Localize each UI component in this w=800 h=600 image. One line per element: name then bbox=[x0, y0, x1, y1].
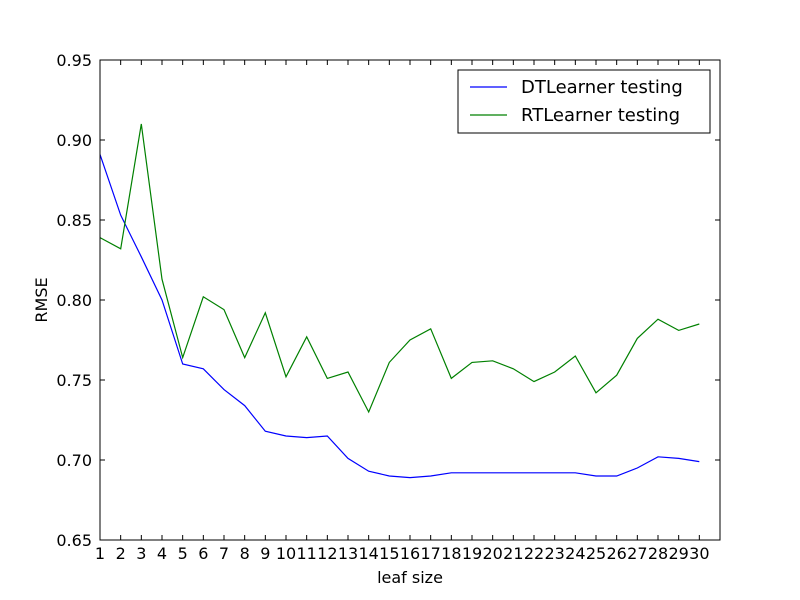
y-tick-label: 0.80 bbox=[56, 291, 92, 310]
x-tick-label: 13 bbox=[338, 544, 358, 563]
series-lines bbox=[99, 123, 700, 479]
y-tick-label: 0.85 bbox=[56, 211, 92, 230]
series-line-rtlearner bbox=[99, 123, 700, 414]
x-tick-label: 26 bbox=[606, 544, 626, 563]
y-tick-label: 0.65 bbox=[56, 531, 92, 550]
x-tick-label: 7 bbox=[219, 544, 229, 563]
x-tick-label: 14 bbox=[358, 544, 378, 563]
x-tick-label: 28 bbox=[648, 544, 668, 563]
x-tick-label: 4 bbox=[157, 544, 167, 563]
x-tick-label: 15 bbox=[379, 544, 399, 563]
x-tick-label: 20 bbox=[482, 544, 502, 563]
x-axis-ticks: 1 2 3 4 5 6 7 8 9 10 11 12 13 14 15 16 17 18 19 20 21 22 23 24 2… bbox=[95, 60, 710, 563]
x-tick-label: 27 bbox=[627, 544, 647, 563]
x-tick-label: 9 bbox=[260, 544, 270, 563]
x-axis-label: leaf size bbox=[377, 568, 443, 587]
plot-frame bbox=[99, 59, 721, 541]
x-tick-label: 6 bbox=[198, 544, 208, 563]
x-tick-label: 21 bbox=[503, 544, 523, 563]
y-tick-label: 0.75 bbox=[56, 371, 92, 390]
x-tick-label: 24 bbox=[565, 544, 585, 563]
y-tick-label: 0.90 bbox=[56, 131, 92, 150]
y-tick-label: 0.95 bbox=[56, 51, 92, 70]
x-tick-label: 19 bbox=[462, 544, 482, 563]
x-tick-label: 25 bbox=[586, 544, 606, 563]
y-axis-label: RMSE bbox=[32, 277, 51, 322]
x-tick-label: 3 bbox=[136, 544, 146, 563]
legend: DTLearner testing RTLearner testing bbox=[457, 69, 711, 134]
x-tick-label: 16 bbox=[400, 544, 420, 563]
y-tick-label: 0.70 bbox=[56, 451, 92, 470]
series-line-dtlearner bbox=[99, 154, 700, 479]
x-tick-label: 8 bbox=[240, 544, 250, 563]
x-tick-label: 11 bbox=[296, 544, 316, 563]
x-tick-label: 22 bbox=[524, 544, 544, 563]
x-tick-label: 2 bbox=[116, 544, 126, 563]
legend-label-dtlearner: DTLearner testing bbox=[521, 77, 683, 98]
x-tick-label: 5 bbox=[178, 544, 188, 563]
x-tick-label: 1 bbox=[95, 544, 105, 563]
x-tick-label: 10 bbox=[276, 544, 296, 563]
x-tick-label: 23 bbox=[544, 544, 564, 563]
x-tick-label: 18 bbox=[441, 544, 461, 563]
x-tick-label: 12 bbox=[317, 544, 337, 563]
legend-label-rtlearner: RTLearner testing bbox=[521, 105, 680, 126]
y-axis-ticks: 0.65 0.70 0.75 0.80 0.85 0.90 0.95 bbox=[56, 51, 720, 550]
legend-box bbox=[457, 69, 711, 134]
x-tick-label: 30 bbox=[689, 544, 709, 563]
x-tick-label: 17 bbox=[420, 544, 440, 563]
x-tick-label: 29 bbox=[668, 544, 688, 563]
